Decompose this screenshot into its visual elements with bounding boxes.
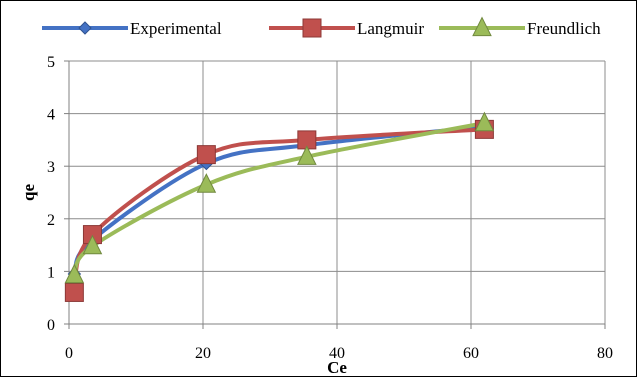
- y-tick-label: 4: [47, 107, 55, 124]
- data-point-langmuir: [64, 282, 84, 302]
- data-point-langmuir: [196, 145, 216, 165]
- series-markers: [64, 111, 495, 302]
- x-tick-label: 40: [329, 345, 345, 362]
- legend-marker-langmuir: [302, 18, 322, 38]
- y-tick-label: 0: [47, 317, 55, 334]
- y-tick-label: 1: [47, 264, 55, 281]
- y-tick-label: 5: [47, 54, 55, 71]
- legend-label-experimental: Experimental: [130, 19, 222, 38]
- data-point-freundlich: [474, 111, 495, 132]
- y-tick-label: 3: [47, 159, 55, 176]
- x-tick-label: 0: [65, 345, 73, 362]
- y-tick-label: 2: [47, 212, 55, 229]
- x-axis-title: Ce: [327, 358, 347, 377]
- legend: Experimental Langmuir Freundlich: [42, 16, 601, 38]
- axes: 0 1 2 3 4 5 0 20 40 60 80: [47, 54, 613, 362]
- data-point-freundlich: [82, 234, 103, 255]
- x-tick-label: 60: [463, 345, 479, 362]
- legend-label-freundlich: Freundlich: [527, 19, 601, 38]
- legend-label-langmuir: Langmuir: [357, 19, 424, 38]
- data-point-freundlich: [64, 263, 85, 284]
- y-axis-title: qe: [19, 184, 38, 201]
- data-point-freundlich: [297, 145, 317, 165]
- legend-marker-freundlich: [472, 16, 492, 37]
- legend-marker-experimental: [78, 21, 92, 35]
- data-point-freundlich: [196, 173, 217, 193]
- x-tick-label: 80: [597, 345, 613, 362]
- x-tick-label: 20: [195, 345, 211, 362]
- grid: [69, 60, 606, 324]
